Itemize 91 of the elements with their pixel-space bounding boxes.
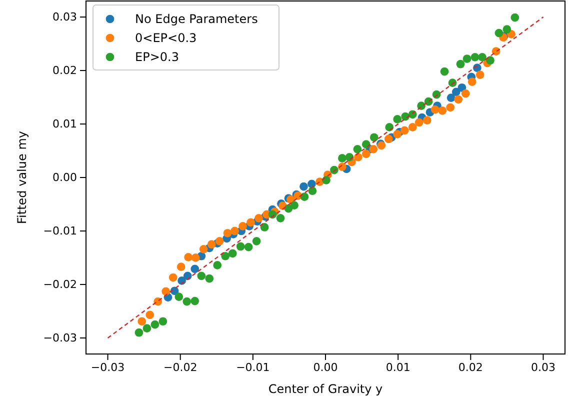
point <box>422 116 432 124</box>
x-tick-label: 0.03 <box>530 360 556 374</box>
point <box>205 274 214 283</box>
legend-label: No Edge Parameters <box>135 12 258 26</box>
y-tick-label: 0.00 <box>52 171 77 184</box>
point <box>452 88 460 96</box>
x-tick-label: 0.02 <box>458 360 483 374</box>
point <box>184 253 193 262</box>
point <box>393 115 402 124</box>
y-tick-label: −0.02 <box>43 278 77 291</box>
point <box>254 214 263 222</box>
point <box>221 252 230 260</box>
point <box>438 106 447 115</box>
point <box>430 105 440 114</box>
point <box>440 67 449 76</box>
point <box>213 261 222 270</box>
point <box>228 249 237 258</box>
point <box>476 70 484 79</box>
x-tick-label: −0.02 <box>163 360 198 374</box>
point <box>414 118 424 127</box>
y-tick-label: 0.01 <box>52 118 77 131</box>
x-tick-label: −0.01 <box>236 360 270 374</box>
point <box>400 126 409 135</box>
y-axis-title: Fitted value my <box>15 131 29 224</box>
point <box>456 60 465 68</box>
point <box>384 134 393 144</box>
point <box>478 52 486 62</box>
point <box>150 320 160 329</box>
point <box>190 296 200 306</box>
legend-label: 0<EP<0.3 <box>135 31 197 45</box>
point <box>162 287 170 296</box>
point <box>458 83 466 92</box>
point <box>260 223 269 232</box>
y-tick-label: −0.01 <box>43 224 77 238</box>
y-tick-label: −0.03 <box>43 331 77 344</box>
point <box>238 222 247 230</box>
point <box>486 56 494 65</box>
point <box>276 214 285 222</box>
point <box>290 201 298 210</box>
point <box>362 150 370 158</box>
point <box>462 54 472 63</box>
point <box>385 123 394 132</box>
point <box>369 144 378 154</box>
point <box>134 328 144 337</box>
point <box>190 264 200 274</box>
legend-label: EP>0.3 <box>135 50 179 64</box>
point <box>223 228 232 238</box>
point <box>252 236 261 246</box>
point <box>393 130 402 138</box>
point <box>146 310 154 320</box>
point <box>246 218 255 227</box>
x-tick-label: 0.01 <box>386 360 410 374</box>
point <box>207 240 216 249</box>
point <box>300 192 309 201</box>
point <box>199 244 208 254</box>
point <box>446 103 455 112</box>
point <box>308 186 317 196</box>
point <box>454 95 462 104</box>
point <box>502 25 512 34</box>
point <box>142 324 152 333</box>
point <box>176 262 186 271</box>
point <box>446 94 456 102</box>
point <box>174 292 184 301</box>
point <box>494 28 504 38</box>
point <box>510 13 520 22</box>
point <box>215 236 224 246</box>
point <box>370 133 378 142</box>
x-tick-label: −0.03 <box>90 360 125 374</box>
point <box>408 123 417 132</box>
point <box>468 78 476 86</box>
point <box>244 242 253 252</box>
point <box>236 242 245 251</box>
point <box>158 317 168 326</box>
x-tick-label: 0.00 <box>313 360 338 374</box>
point <box>197 272 206 280</box>
point <box>362 140 370 149</box>
point <box>300 182 308 191</box>
point <box>353 144 362 154</box>
y-tick-label: 0.02 <box>52 64 77 78</box>
point <box>168 273 178 282</box>
point <box>470 52 480 62</box>
y-tick-label: 0.03 <box>52 10 77 24</box>
point <box>354 153 362 162</box>
point <box>230 226 239 236</box>
x-axis-title: Center of Gravity y <box>268 382 383 396</box>
point <box>138 317 146 326</box>
point <box>338 154 346 162</box>
point <box>322 176 330 184</box>
point <box>191 254 200 262</box>
point <box>461 89 470 98</box>
point <box>182 297 192 306</box>
